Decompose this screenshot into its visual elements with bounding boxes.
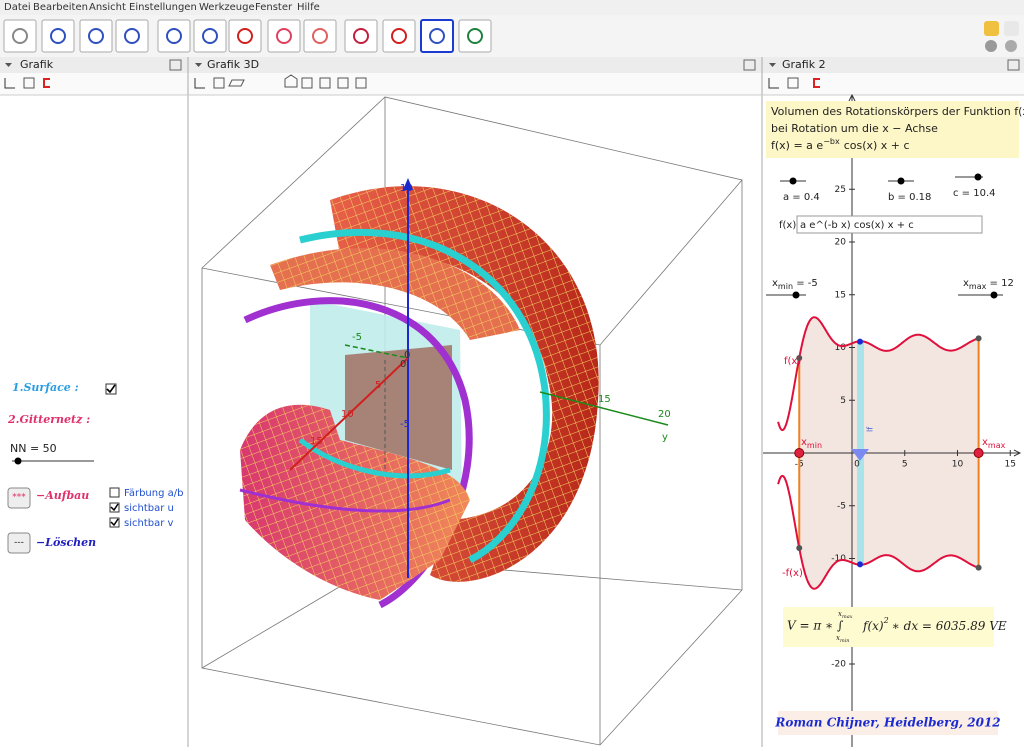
v: min (840, 638, 850, 644)
tool-button[interactable] (4, 20, 36, 52)
point[interactable] (857, 561, 863, 567)
curve-label: f(x) (784, 356, 801, 367)
subscript: max (969, 282, 987, 291)
slider-knob[interactable] (898, 178, 905, 185)
point[interactable] (976, 565, 982, 571)
point[interactable] (976, 335, 982, 341)
y-tick-label: -10 (831, 554, 846, 564)
slider-label: c = 10.4 (953, 188, 996, 199)
tool-button[interactable] (383, 20, 415, 52)
slider-knob[interactable] (790, 178, 797, 185)
point[interactable] (974, 449, 983, 458)
panel-headers (0, 57, 1024, 73)
v: f(x) (862, 619, 884, 633)
axis-label-3d: 15 (310, 436, 323, 447)
v: ∗ dx = 6035.89 VE (892, 619, 1007, 633)
y-tick-label: -5 (837, 501, 846, 511)
menu-item[interactable]: Bearbeiten (33, 2, 88, 13)
menu-item[interactable]: Hilfe (297, 2, 320, 13)
button-label[interactable]: *** (12, 493, 26, 503)
slider-label: NN = 50 (10, 442, 57, 455)
y-tick-label: 15 (835, 290, 846, 300)
label: 1.Surface : (12, 381, 79, 394)
checkbox-label[interactable]: sichtbar u (124, 503, 174, 514)
info-text: bei Rotation um die x − Achse (771, 122, 938, 135)
x-tick-label: 15 (1005, 460, 1016, 470)
x-tick-label: 0 (854, 460, 860, 470)
panel-title: Grafik (20, 58, 54, 71)
tool-button[interactable] (229, 20, 261, 52)
axis-label-3d: -5 (352, 332, 362, 343)
checkbox[interactable] (110, 488, 119, 497)
subscript: min (778, 282, 793, 291)
point[interactable] (857, 339, 863, 345)
curve-label: -f(x) (782, 568, 803, 579)
tool-button[interactable] (421, 20, 453, 52)
panel-toolbars (0, 73, 1024, 95)
axis-label-3d: -5 (400, 419, 410, 430)
y-tick-label: 25 (835, 185, 846, 195)
axis-label-3d: 0 (400, 359, 406, 370)
y-tick-label: 20 (835, 238, 847, 248)
axis-label-3d: y (662, 432, 668, 443)
panel-title: Grafik 3D (207, 58, 259, 71)
menu-item[interactable]: Fenster (255, 2, 293, 13)
checkbox-label[interactable]: Färbung a/b (124, 488, 183, 499)
formula-part: cos(x) x + c (844, 139, 910, 152)
menu-item[interactable]: Ansicht (89, 2, 126, 13)
point[interactable] (796, 545, 802, 551)
slider-knob[interactable] (975, 174, 982, 181)
input-value[interactable]: a e^(-b x) cos(x) x + c (800, 220, 914, 231)
label: −Löschen (36, 536, 96, 549)
subscript: min (807, 441, 822, 450)
slider-knob[interactable] (991, 292, 998, 299)
slider-value: = 12 (986, 278, 1013, 289)
panel-title: Grafik 2 (782, 58, 826, 71)
v: 2 (883, 616, 889, 625)
slider-value: = -5 (793, 278, 818, 289)
v: max (842, 614, 853, 620)
y-tick-label: 5 (840, 396, 846, 406)
author: Roman Chijner, Heidelberg, 2012 (774, 716, 1000, 730)
volume-text: V = π ∗ ∫ (787, 619, 844, 633)
menu-item[interactable]: Datei (4, 2, 31, 13)
label: 2.Gitternetz : (7, 413, 90, 426)
toolbar (0, 15, 1024, 57)
menu-item[interactable]: Einstellungen (129, 2, 197, 13)
tool-button[interactable] (304, 20, 336, 52)
tool-button[interactable] (268, 20, 300, 52)
formula-part: f(x) = a e (771, 139, 823, 152)
point[interactable] (795, 449, 804, 458)
info-text: Volumen des Rotationskörpers der Funktio… (771, 105, 1024, 118)
axis-label-3d: 5 (375, 380, 381, 391)
x-tick-label: 5 (902, 460, 908, 470)
tool-button[interactable] (42, 20, 74, 52)
axis-label-3d: 10 (341, 409, 354, 420)
slider-label: b = 0.18 (888, 192, 931, 203)
slider-label: a = 0.4 (783, 192, 820, 203)
label: −Aufbau (36, 489, 89, 502)
slider-knob[interactable] (15, 458, 22, 465)
tool-button[interactable] (116, 20, 148, 52)
tool-button[interactable] (459, 20, 491, 52)
tool-button[interactable] (80, 20, 112, 52)
button-label[interactable]: --- (14, 538, 24, 548)
tool-button[interactable] (158, 20, 190, 52)
axis-label-3d: 10 (400, 183, 413, 194)
tool-button[interactable] (194, 20, 226, 52)
x-tick-label: 10 (952, 460, 964, 470)
subscript: max (988, 441, 1006, 450)
axis-label-3d: 20 (658, 409, 671, 420)
tool-button[interactable] (345, 20, 377, 52)
y-tick-label: -20 (831, 660, 846, 670)
slider-knob[interactable] (793, 292, 800, 299)
curve-label: lf (866, 427, 875, 432)
axis-label-3d: 15 (598, 394, 611, 405)
menu-item[interactable]: Werkzeuge (199, 2, 255, 13)
checkbox-label[interactable]: sichtbar v (124, 518, 174, 529)
formula-sup: −bx (823, 137, 840, 146)
